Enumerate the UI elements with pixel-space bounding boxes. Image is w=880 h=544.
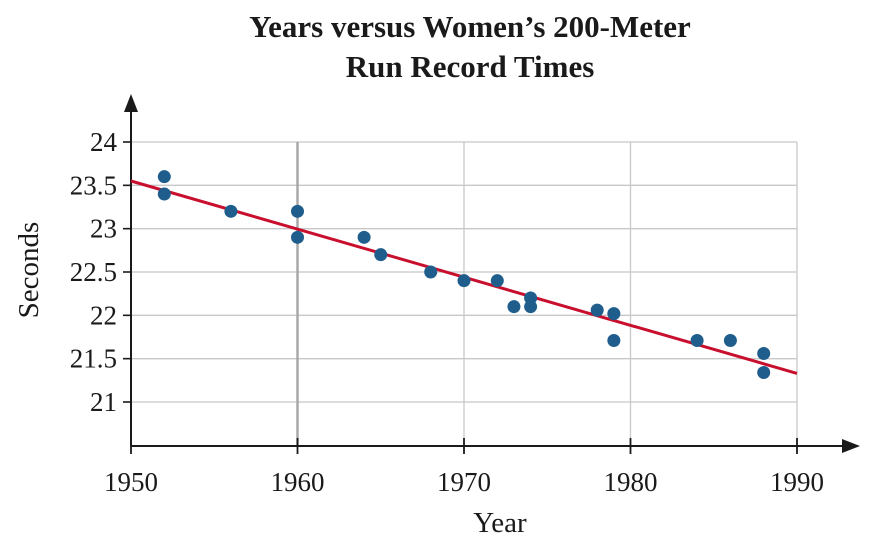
data-point bbox=[607, 307, 621, 321]
y-tick-label: 21 bbox=[90, 387, 117, 417]
data-point bbox=[507, 300, 521, 314]
x-tick-label: 1990 bbox=[770, 467, 824, 497]
data-point bbox=[690, 333, 704, 347]
data-point bbox=[291, 230, 304, 244]
data-point bbox=[490, 274, 504, 288]
tick-labels: 21 21.5 22 22.5 23 23.5 24 1950 1960 1970 1980 1990 bbox=[70, 127, 824, 497]
data-point bbox=[757, 366, 771, 380]
data-point bbox=[157, 170, 171, 184]
data-point bbox=[157, 187, 171, 201]
y-tick-label: 22.5 bbox=[70, 257, 117, 287]
grid bbox=[131, 141, 798, 446]
data-point bbox=[374, 248, 388, 262]
data-point bbox=[524, 300, 538, 314]
data-points bbox=[157, 170, 771, 380]
y-axis-arrow-icon bbox=[124, 94, 138, 112]
data-point bbox=[757, 346, 771, 360]
chart-title-line-2: Run Record Times bbox=[345, 49, 595, 84]
x-axis-label: Year bbox=[473, 507, 527, 539]
data-point bbox=[723, 333, 737, 347]
chart-title-line-1: Years versus Women’s 200-Meter bbox=[249, 9, 691, 44]
data-point bbox=[590, 303, 604, 317]
axes bbox=[123, 94, 860, 454]
y-tick-label: 21.5 bbox=[70, 344, 117, 374]
x-tick-label: 1960 bbox=[271, 467, 325, 497]
y-tick-label: 23 bbox=[90, 214, 117, 244]
y-axis-label: Seconds bbox=[13, 222, 45, 319]
x-axis-arrow-icon bbox=[842, 439, 860, 453]
x-tick-label: 1950 bbox=[104, 467, 158, 497]
y-tick-label: 22 bbox=[90, 300, 117, 330]
data-point bbox=[457, 274, 471, 288]
x-tick-label: 1970 bbox=[437, 467, 491, 497]
data-point bbox=[424, 265, 438, 279]
y-tick-label: 23.5 bbox=[70, 170, 117, 200]
x-tick-label: 1980 bbox=[604, 467, 658, 497]
data-point bbox=[607, 333, 621, 347]
data-point bbox=[357, 230, 371, 244]
data-point bbox=[291, 204, 304, 218]
data-point bbox=[224, 204, 238, 218]
y-tick-label: 24 bbox=[90, 127, 118, 157]
